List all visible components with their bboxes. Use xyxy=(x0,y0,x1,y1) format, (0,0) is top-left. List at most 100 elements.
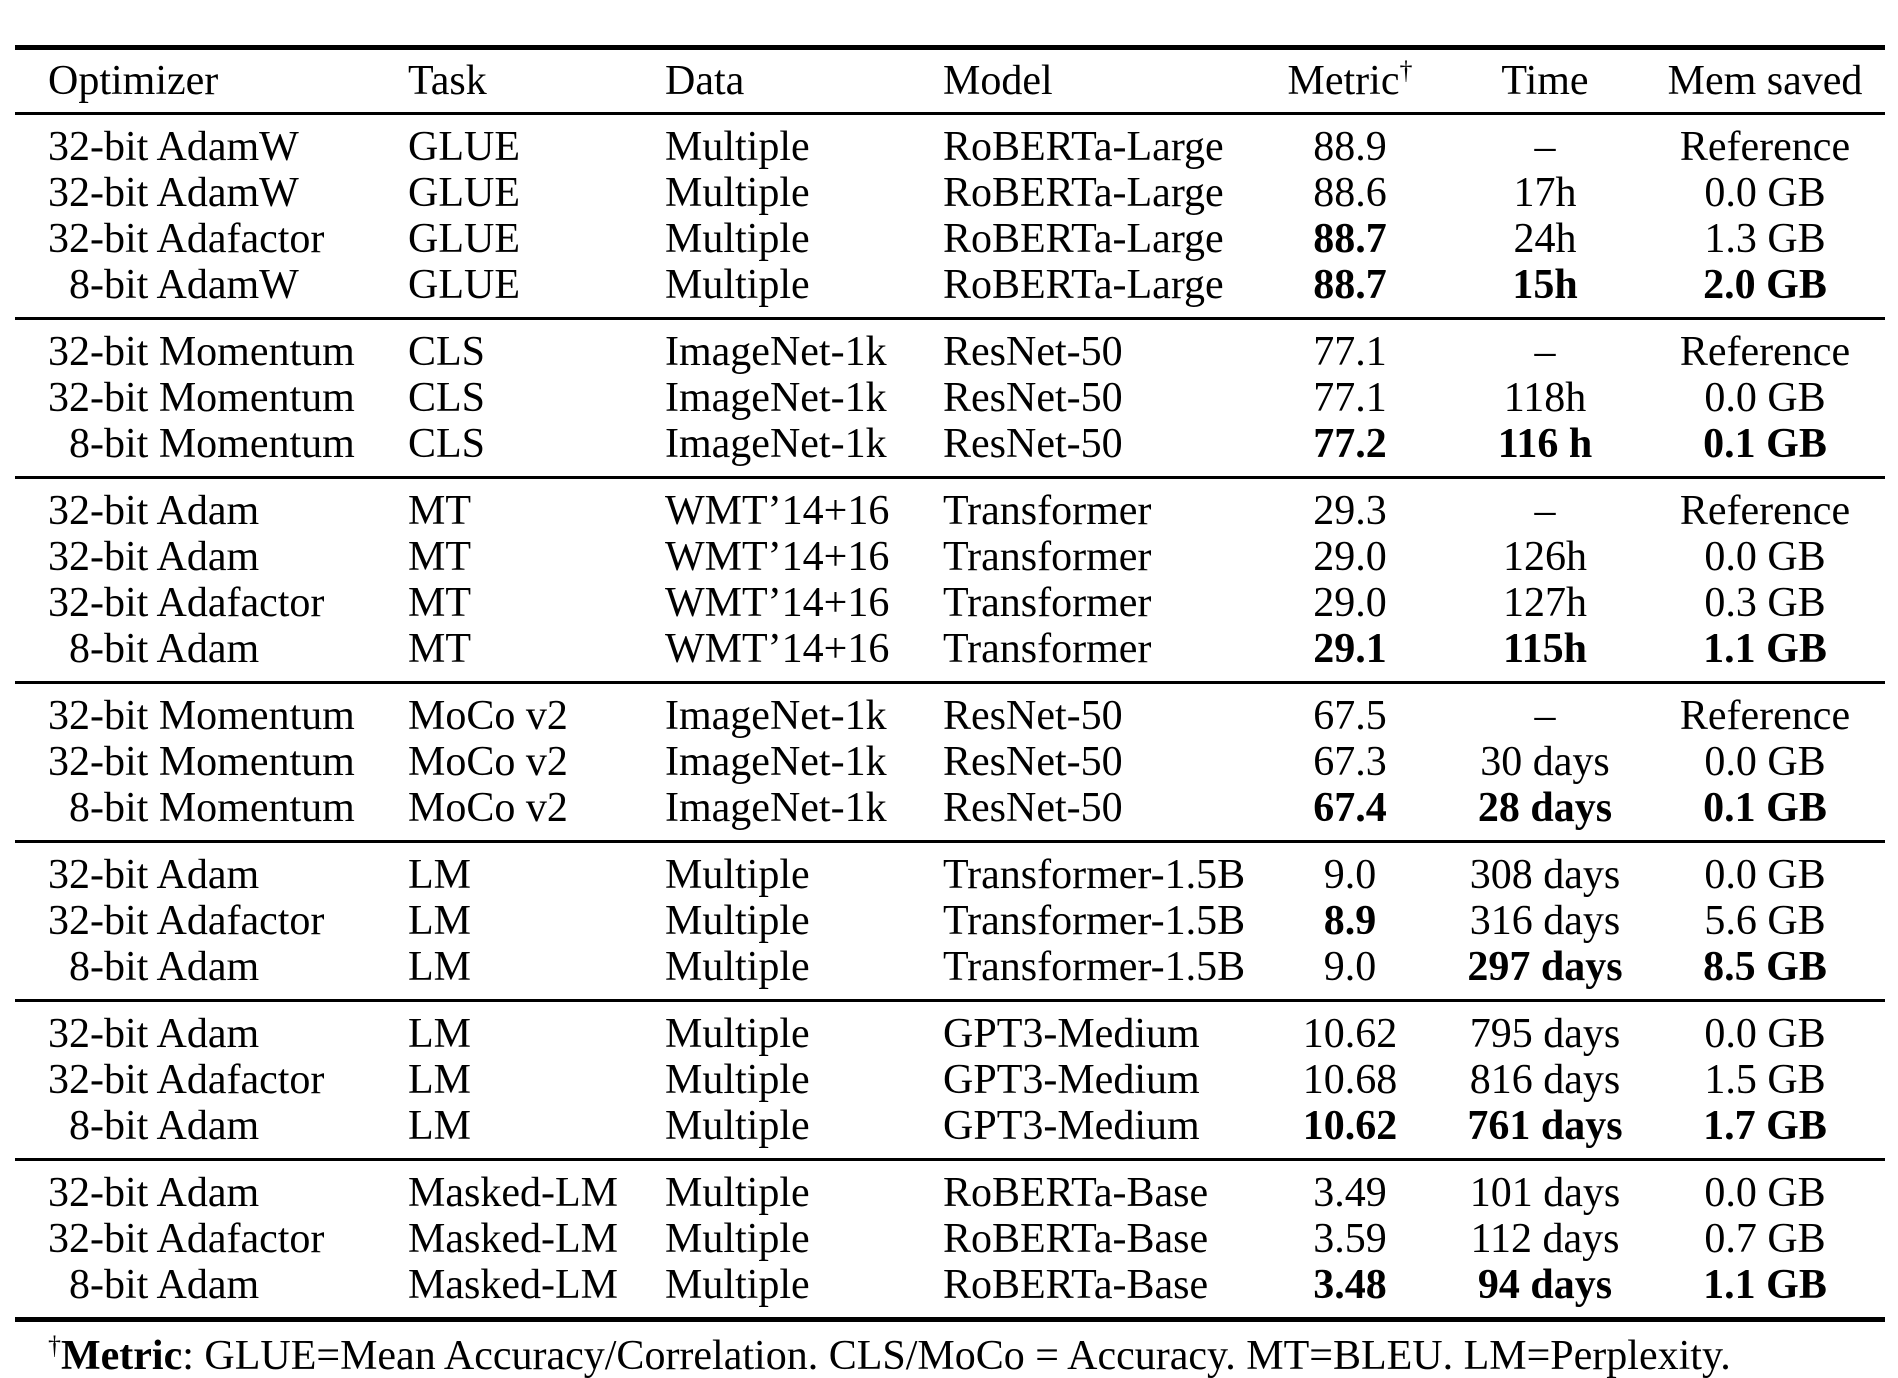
paper-table-figure: Optimizer Task Data Model Metric† Time Mem sav… xyxy=(0,45,1898,1378)
table-group-2: 32-bit Momentum CLS ImageNet-1k ResNet-50 77… xyxy=(15,318,1885,478)
cell-model: RoBERTa-Large xyxy=(943,124,1224,170)
cell-model: ResNet-50 xyxy=(943,785,1123,831)
table-group-1: 32-bit AdamW GLUE Multiple RoBERTa-Large 88.… xyxy=(15,114,1885,319)
column-header-label: Mem saved xyxy=(1667,58,1863,104)
cell-model: GPT3-Medium xyxy=(943,1057,1200,1103)
cell-optimizer: 8-bit Adam xyxy=(69,944,260,990)
cell-time: 30 days xyxy=(1480,739,1610,785)
cell-metric: 10.62 xyxy=(1302,1011,1398,1057)
cell-data: ImageNet-1k xyxy=(665,375,887,421)
cell-time: 28 days xyxy=(1477,785,1613,831)
cell-task: LM xyxy=(408,1057,471,1103)
column-header-mem-saved: Mem saved xyxy=(1645,48,1885,114)
table-row: 32-bit Adafactor MT WMT’14+16 Transformer 29… xyxy=(15,580,1885,626)
column-header-label: Model xyxy=(943,58,1053,104)
table-row: 32-bit Adafactor LM Multiple Transformer-1.… xyxy=(15,898,1885,944)
table-row: 32-bit Adam LM Multiple Transformer-1.5B 9.0… xyxy=(15,842,1885,899)
cell-model: Transformer-1.5B xyxy=(943,852,1246,898)
cell-task: CLS xyxy=(408,421,486,467)
cell-metric: 29.0 xyxy=(1313,580,1387,626)
cell-task: MT xyxy=(408,626,471,672)
cell-metric: 77.2 xyxy=(1313,421,1387,467)
column-header-label: Data xyxy=(665,58,745,104)
table-row: 32-bit Momentum MoCo v2 ImageNet-1k ResNet-… xyxy=(15,683,1885,740)
table-row: 32-bit Adam Masked-LM Multiple RoBERTa-Base… xyxy=(15,1160,1885,1217)
cell-metric: 88.7 xyxy=(1313,262,1387,308)
cell-optimizer: 8-bit Adam xyxy=(69,1262,260,1308)
cell-model: ResNet-50 xyxy=(943,329,1123,375)
cell-time: – xyxy=(1534,693,1556,739)
table-row: 32-bit AdamW GLUE Multiple RoBERTa-Large 88.… xyxy=(15,170,1885,216)
cell-mem-saved: 0.0 GB xyxy=(1704,1170,1826,1216)
footnote-text: : GLUE=Mean Accuracy/Correlation. CLS/Mo… xyxy=(182,1333,1731,1378)
cell-data: WMT’14+16 xyxy=(665,534,890,580)
cell-optimizer: 8-bit Adam xyxy=(69,1103,260,1149)
cell-data: Multiple xyxy=(665,216,810,262)
dagger-icon: † xyxy=(48,1331,61,1360)
cell-metric: 8.9 xyxy=(1323,898,1377,944)
cell-optimizer: 32-bit Momentum xyxy=(48,693,355,739)
column-header-data: Data xyxy=(665,48,943,114)
cell-model: Transformer xyxy=(943,626,1152,672)
cell-data: Multiple xyxy=(665,1216,810,1262)
cell-optimizer: 8-bit Momentum xyxy=(69,421,355,467)
cell-task: MoCo v2 xyxy=(408,739,568,785)
cell-mem-saved: 0.1 GB xyxy=(1703,421,1827,467)
cell-time: 316 days xyxy=(1469,898,1621,944)
cell-optimizer: 32-bit Momentum xyxy=(48,329,355,375)
column-header-time: Time xyxy=(1445,48,1645,114)
cell-optimizer: 32-bit Momentum xyxy=(48,375,355,421)
cell-data: Multiple xyxy=(665,944,810,990)
table-row: 8-bit Adam LM Multiple GPT3-Medium 10.62 761 … xyxy=(15,1103,1885,1160)
column-header-task: Task xyxy=(408,48,665,114)
cell-model: Transformer xyxy=(943,534,1152,580)
cell-time: – xyxy=(1534,488,1556,534)
cell-task: Masked-LM xyxy=(408,1262,618,1308)
cell-task: MT xyxy=(408,488,471,534)
cell-optimizer: 8-bit Adam xyxy=(69,626,260,672)
table-row: 8-bit Momentum CLS ImageNet-1k ResNet-50 77.… xyxy=(15,421,1885,478)
cell-mem-saved: 0.0 GB xyxy=(1704,534,1826,580)
cell-metric: 67.4 xyxy=(1313,785,1387,831)
cell-optimizer: 32-bit Adam xyxy=(48,1170,260,1216)
cell-mem-saved: Reference xyxy=(1679,329,1851,375)
cell-optimizer: 32-bit Momentum xyxy=(48,739,355,785)
cell-model: GPT3-Medium xyxy=(943,1103,1200,1149)
cell-task: LM xyxy=(408,1011,471,1057)
cell-model: ResNet-50 xyxy=(943,421,1123,467)
cell-model: Transformer xyxy=(943,488,1152,534)
cell-metric: 29.0 xyxy=(1313,534,1387,580)
cell-model: Transformer-1.5B xyxy=(943,898,1246,944)
cell-data: Multiple xyxy=(665,898,810,944)
cell-optimizer: 32-bit Adam xyxy=(48,852,260,898)
cell-time: 118h xyxy=(1503,375,1587,421)
cell-mem-saved: 0.3 GB xyxy=(1704,580,1826,626)
cell-metric: 88.7 xyxy=(1313,216,1387,262)
cell-task: Masked-LM xyxy=(408,1170,618,1216)
table-row: 8-bit Adam Masked-LM Multiple RoBERTa-Base 3… xyxy=(15,1262,1885,1320)
cell-model: Transformer-1.5B xyxy=(943,944,1246,990)
cell-time: 15h xyxy=(1512,262,1578,308)
cell-model: ResNet-50 xyxy=(943,739,1123,785)
cell-mem-saved: 0.7 GB xyxy=(1704,1216,1826,1262)
cell-data: ImageNet-1k xyxy=(665,739,887,785)
cell-metric: 29.1 xyxy=(1313,626,1387,672)
table-row: 32-bit Adam LM Multiple GPT3-Medium 10.62 795… xyxy=(15,1001,1885,1058)
cell-data: WMT’14+16 xyxy=(665,580,890,626)
cell-time: 795 days xyxy=(1469,1011,1621,1057)
results-table: Optimizer Task Data Model Metric† Time Mem sav… xyxy=(15,45,1885,1322)
column-header-metric: Metric† xyxy=(1255,48,1445,114)
table-group-3: 32-bit Adam MT WMT’14+16 Transformer 29.3 – Re… xyxy=(15,477,1885,683)
table-row: 32-bit Adafactor GLUE Multiple RoBERTa-Larg… xyxy=(15,216,1885,262)
cell-task: MT xyxy=(408,534,471,580)
cell-mem-saved: Reference xyxy=(1679,488,1851,534)
cell-mem-saved: 1.7 GB xyxy=(1703,1103,1827,1149)
cell-model: RoBERTa-Large xyxy=(943,216,1224,262)
table-row: 32-bit Momentum CLS ImageNet-1k ResNet-50 77… xyxy=(15,319,1885,376)
cell-mem-saved: 1.1 GB xyxy=(1703,626,1827,672)
cell-metric: 88.9 xyxy=(1313,124,1387,170)
cell-time: 297 days xyxy=(1467,944,1623,990)
cell-metric: 67.3 xyxy=(1313,739,1387,785)
cell-task: CLS xyxy=(408,375,486,421)
cell-metric: 3.49 xyxy=(1313,1170,1387,1216)
